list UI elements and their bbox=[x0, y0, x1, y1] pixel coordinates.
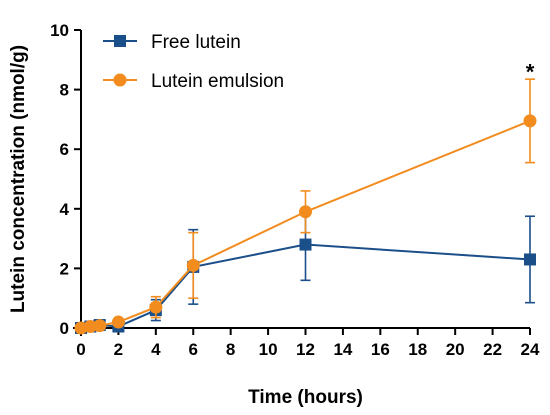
data-point bbox=[186, 258, 200, 272]
data-point bbox=[523, 114, 537, 128]
data-point bbox=[299, 205, 312, 219]
x-tick-label: 24 bbox=[521, 340, 540, 359]
x-tick-label: 22 bbox=[483, 340, 502, 359]
data-point bbox=[524, 253, 536, 266]
x-tick-label: 2 bbox=[114, 340, 123, 359]
y-tick-label: 4 bbox=[60, 200, 70, 219]
legend-marker bbox=[114, 35, 126, 47]
x-tick-label: 14 bbox=[333, 340, 352, 359]
x-tick-label: 16 bbox=[371, 340, 390, 359]
x-tick-label: 8 bbox=[226, 340, 235, 359]
data-point bbox=[83, 320, 97, 334]
series-layer: * bbox=[74, 60, 537, 335]
legend-label: Lutein emulsion bbox=[151, 71, 284, 92]
x-axis-title: Time (hours) bbox=[248, 387, 363, 408]
x-tick-label: 12 bbox=[296, 340, 315, 359]
y-tick-label: 2 bbox=[60, 259, 69, 278]
data-point bbox=[93, 319, 107, 333]
data-point bbox=[299, 238, 312, 251]
legend-item-0: Free lutein bbox=[103, 32, 241, 53]
x-tick-label: 18 bbox=[408, 340, 427, 359]
y-tick-label: 6 bbox=[60, 140, 69, 159]
series-1 bbox=[74, 78, 537, 335]
data-point bbox=[149, 300, 163, 314]
legend: Free lutein Lutein emulsion bbox=[103, 32, 284, 92]
data-point bbox=[111, 315, 125, 329]
y-tick-label: 8 bbox=[60, 81, 69, 100]
x-tick-label: 4 bbox=[151, 340, 161, 359]
x-tick-label: 10 bbox=[259, 340, 278, 359]
significance-annotation: * bbox=[526, 60, 535, 85]
y-tick-label: 0 bbox=[60, 319, 69, 338]
y-tick-label: 10 bbox=[50, 21, 69, 40]
x-tick-label: 20 bbox=[446, 340, 465, 359]
y-axis-title: Lutein concentration (nmol/g) bbox=[8, 45, 29, 313]
legend-marker bbox=[113, 73, 127, 87]
x-tick-label: 6 bbox=[189, 340, 198, 359]
x-tick-label: 0 bbox=[76, 340, 85, 359]
legend-item-1: Lutein emulsion bbox=[103, 71, 284, 92]
legend-label: Free lutein bbox=[151, 32, 241, 53]
